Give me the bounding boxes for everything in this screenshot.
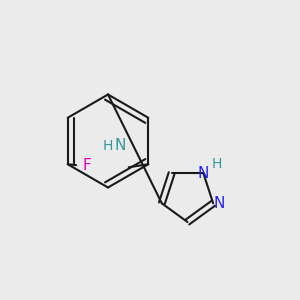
Text: H: H <box>212 157 222 171</box>
Text: N: N <box>198 166 209 181</box>
Text: F: F <box>83 158 92 173</box>
Text: N: N <box>115 138 126 153</box>
Text: N: N <box>214 196 225 211</box>
Text: H: H <box>103 139 113 153</box>
